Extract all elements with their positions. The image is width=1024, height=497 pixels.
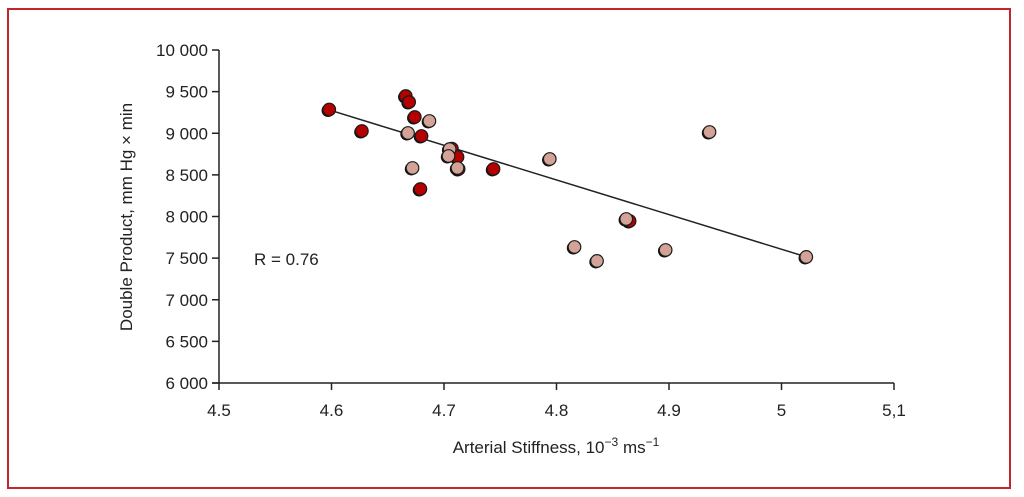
data-point-pink xyxy=(567,240,582,254)
y-tick-label: 7 000 xyxy=(165,291,208,310)
x-tick-label: 4.9 xyxy=(657,401,681,420)
data-point-pink xyxy=(422,114,437,128)
data-point-pink xyxy=(450,161,465,175)
data-point-pink xyxy=(542,152,557,166)
data-point-red xyxy=(402,95,417,109)
y-tick-label: 6 000 xyxy=(165,374,208,393)
correlation-annotation: R = 0.76 xyxy=(254,250,319,269)
x-tick-label: 5 xyxy=(777,401,786,420)
y-tick-label: 7 500 xyxy=(165,249,208,268)
x-axis-title-sup2: −1 xyxy=(646,435,660,449)
y-tick-label: 9 000 xyxy=(165,124,208,143)
x-tick-label: 4.5 xyxy=(207,401,231,420)
x-tick-label: 4.7 xyxy=(432,401,456,420)
x-axis-title-main: Arterial Stiffness, 10 xyxy=(453,438,605,457)
axes: 6 000 6 500 7 000 7 500 8 000 8 500 9 000 9 500… xyxy=(156,41,906,420)
x-tick-label: 5,1 xyxy=(882,401,906,420)
data-point-red xyxy=(486,162,501,176)
x-axis-title: Arterial Stiffness, 10−3 ms−1 xyxy=(453,435,660,457)
data-point-pink xyxy=(441,149,456,163)
y-tick-label: 6 500 xyxy=(165,332,208,351)
data-point-pink xyxy=(590,254,604,268)
data-point-pink xyxy=(619,212,634,226)
data-point-pink xyxy=(702,125,717,139)
y-tick-label: 8 500 xyxy=(165,166,208,185)
x-tick-label: 4.8 xyxy=(545,401,569,420)
data-point-red xyxy=(322,102,337,117)
data-point-pink xyxy=(799,250,814,264)
data-point-red xyxy=(413,182,428,196)
data-point-red xyxy=(414,129,429,143)
y-tick-label: 8 000 xyxy=(165,208,208,227)
x-axis-title-sup1: −3 xyxy=(605,435,619,449)
y-axis-title: Double Product, mm Hg × min xyxy=(117,103,136,331)
data-point-pink xyxy=(658,243,673,257)
data-point-pink xyxy=(401,126,415,140)
x-axis-title-mid: ms xyxy=(618,438,645,457)
y-tick-label: 10 000 xyxy=(156,41,208,60)
data-point-red xyxy=(407,110,422,124)
x-tick-label: 4.6 xyxy=(320,401,344,420)
y-tick-label: 9 500 xyxy=(165,83,208,102)
data-point-pink xyxy=(405,161,420,175)
points-group xyxy=(321,89,814,269)
data-point-red xyxy=(354,124,369,138)
figure-frame xyxy=(7,8,1011,489)
